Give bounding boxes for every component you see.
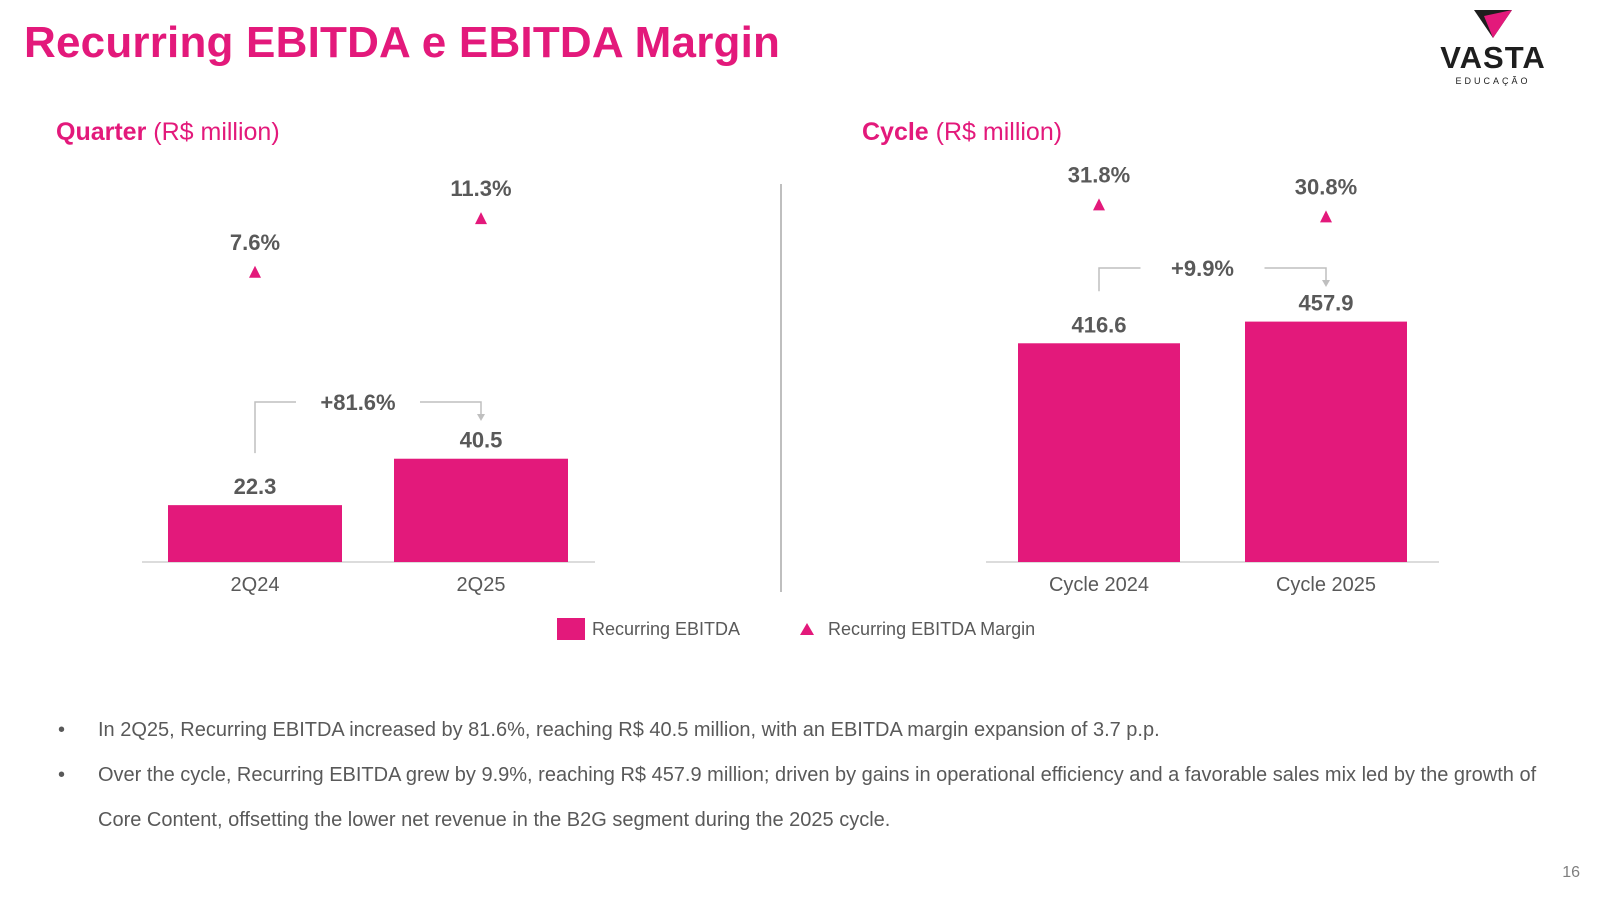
page-number: 16 (1562, 864, 1580, 881)
bullet-list: In 2Q25, Recurring EBITDA increased by 8… (58, 708, 1578, 843)
margin-value-label: 31.8% (1068, 162, 1130, 187)
quarter-panel-title: Quarter (R$ million) (56, 118, 280, 147)
margin-triangle-marker (249, 265, 261, 278)
margin-triangle-marker (1320, 210, 1332, 223)
bar (1245, 321, 1407, 562)
x-tick-label: 2Q24 (231, 574, 280, 596)
vasta-logo: VASTA EDUCAÇÃO (1428, 10, 1558, 90)
page-title: Recurring EBITDA e EBITDA Margin (24, 18, 781, 67)
growth-label: +81.6% (320, 390, 395, 415)
legend-bar-swatch (557, 618, 585, 640)
x-tick-label: Cycle 2025 (1276, 574, 1376, 596)
growth-arrow-head (1322, 280, 1330, 287)
cycle-panel-title-bold: Cycle (862, 118, 929, 146)
quarter-panel-title-unit: (R$ million) (146, 118, 280, 146)
cycle-panel-title: Cycle (R$ million) (862, 118, 1062, 147)
growth-bracket-left (254, 401, 296, 454)
margin-value-label: 11.3% (450, 176, 511, 201)
growth-arrow-head (477, 414, 485, 421)
legend-bar-label: Recurring EBITDA (592, 618, 741, 639)
logo-triangle-icon (1474, 10, 1512, 38)
bar (394, 458, 568, 562)
margin-triangle-marker (1093, 198, 1105, 211)
legend-triangle-icon (800, 623, 815, 635)
growth-bracket-right (1264, 267, 1327, 282)
growth-label: +9.9% (1171, 256, 1234, 281)
bar (1018, 343, 1180, 562)
x-tick-label: Cycle 2024 (1049, 574, 1149, 596)
bar-value-label: 457.9 (1298, 291, 1353, 316)
ebitda-charts: 22.3 2Q24 7.6% 40.5 2Q25 11.3% +81.6% 416.6 Cycl… (142, 162, 1439, 596)
growth-bracket-right (420, 401, 482, 416)
bar (168, 505, 342, 562)
cycle-panel-title-unit: (R$ million) (928, 118, 1063, 146)
legend-marker-label: Recurring EBITDA Margin (828, 618, 1036, 639)
bar-value-label: 416.6 (1071, 312, 1126, 337)
logo-subtitle: EDUCAÇÃO (1455, 76, 1531, 86)
margin-value-label: 30.8% (1295, 174, 1357, 199)
bullet-item: In 2Q25, Recurring EBITDA increased by 8… (58, 708, 1578, 753)
bar-value-label: 40.5 (460, 428, 503, 453)
legend: Recurring EBITDA Recurring EBITDA Margin (557, 618, 1035, 640)
bullet-item: Over the cycle, Recurring EBITDA grew by… (58, 753, 1578, 843)
bar-value-label: 22.3 (234, 474, 277, 499)
x-tick-label: 2Q25 (457, 574, 506, 596)
growth-bracket-left (1098, 267, 1141, 292)
quarter-panel-title-bold: Quarter (56, 118, 147, 146)
logo-name: VASTA (1440, 40, 1546, 75)
margin-triangle-marker (475, 212, 487, 225)
margin-value-label: 7.6% (230, 230, 280, 255)
